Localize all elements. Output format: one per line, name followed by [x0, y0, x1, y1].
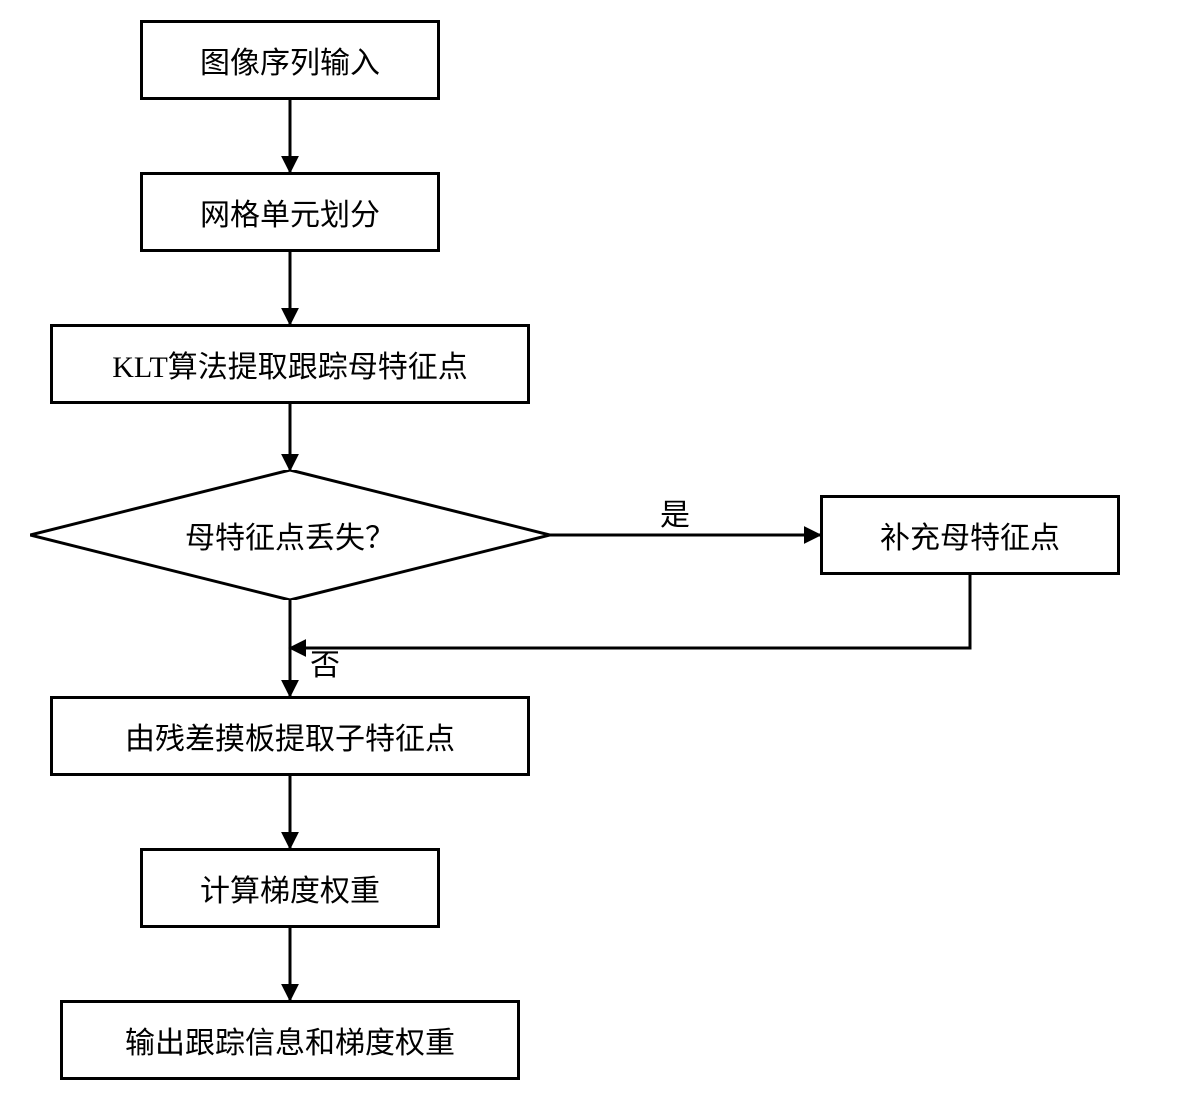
flow-node-n6: 由残差摸板提取子特征点 — [50, 696, 530, 776]
flow-node-n2: 网格单元划分 — [140, 172, 440, 252]
flow-node-n4 — [30, 470, 550, 600]
flow-node-label: 输出跟踪信息和梯度权重 — [125, 1018, 455, 1062]
flow-node-label: 由残差摸板提取子特征点 — [125, 714, 455, 758]
flow-node-n8: 输出跟踪信息和梯度权重 — [60, 1000, 520, 1080]
flow-node-n3: KLT算法提取跟踪母特征点 — [50, 324, 530, 404]
flow-node-n5: 补充母特征点 — [820, 495, 1120, 575]
flowchart-canvas: 是否图像序列输入网格单元划分KLT算法提取跟踪母特征点母特征点丢失？补充母特征点… — [0, 0, 1194, 1104]
flow-node-label: 计算梯度权重 — [200, 866, 380, 910]
flow-node-label: 图像序列输入 — [200, 38, 380, 82]
flow-node-n7: 计算梯度权重 — [140, 848, 440, 928]
flow-node-label: KLT算法提取跟踪母特征点 — [112, 342, 468, 386]
flow-node-label: 网格单元划分 — [200, 190, 380, 234]
flow-node-n1: 图像序列输入 — [140, 20, 440, 100]
edge-label: 是 — [660, 490, 690, 534]
edge-label: 否 — [310, 640, 340, 684]
flow-node-label: 补充母特征点 — [880, 513, 1060, 557]
